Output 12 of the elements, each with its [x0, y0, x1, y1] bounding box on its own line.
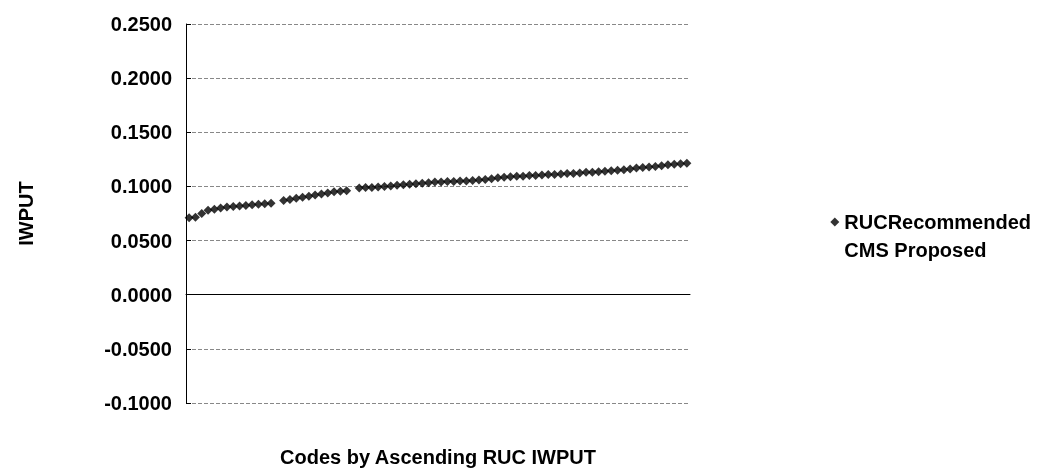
- y-tick-label: 0.2500: [110, 13, 172, 35]
- y-tick-label: -0.0500: [104, 337, 172, 360]
- y-axis-title: IWPUT: [15, 181, 37, 246]
- y-tick-label: -0.1000: [104, 392, 172, 414]
- y-tick-label: 0.1000: [110, 175, 172, 198]
- legend-label: CMS Proposed: [844, 239, 987, 261]
- y-tick-label: 0.0000: [110, 283, 172, 306]
- y-tick-label: 0.0500: [110, 229, 172, 252]
- y-tick-label: 0.2000: [110, 67, 172, 90]
- y-tick-label: 0.1500: [110, 121, 172, 144]
- legend-label: RUCRecommended: [844, 211, 1031, 233]
- x-axis-title: Codes by Ascending RUC IWPUT: [280, 446, 596, 468]
